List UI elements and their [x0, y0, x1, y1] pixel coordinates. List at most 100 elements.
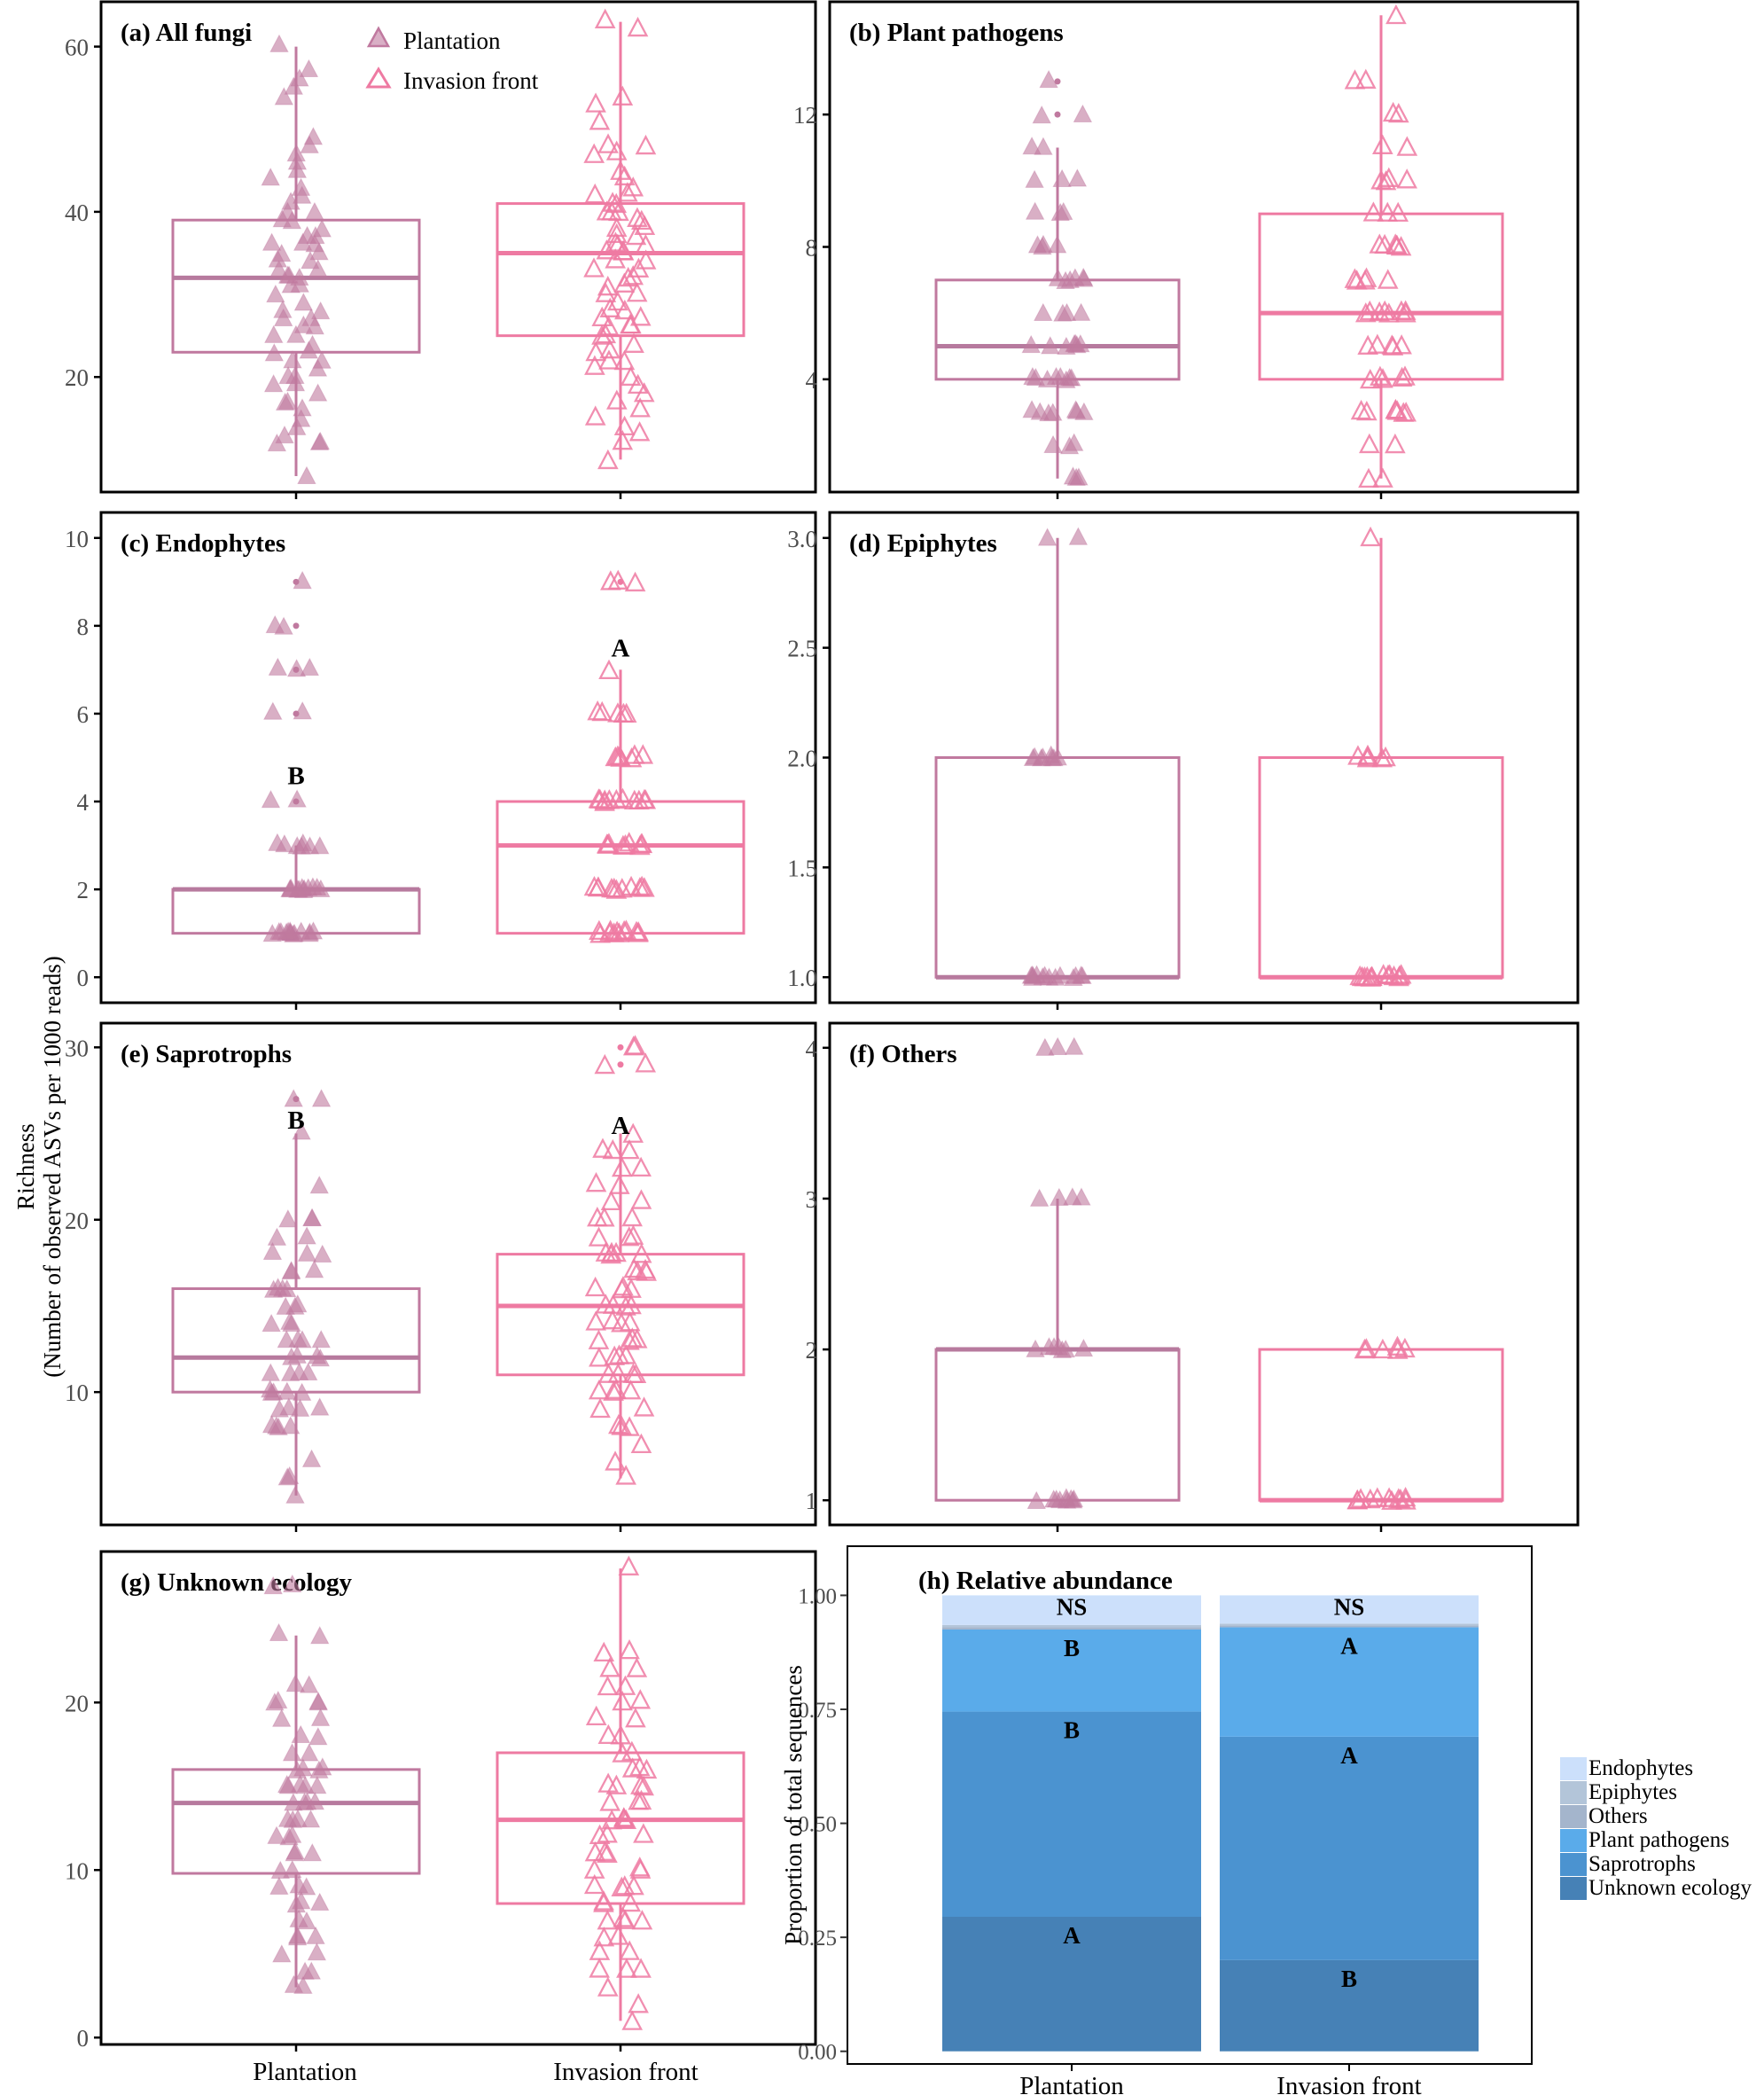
- data-point: [1394, 365, 1416, 386]
- data-point: [616, 1958, 637, 1978]
- data-point: [587, 700, 608, 721]
- data-point: [1358, 467, 1379, 488]
- shared-y-axis-label: Richness (Number of observed ASVs per 10…: [12, 956, 66, 1377]
- data-point: [264, 343, 285, 362]
- data-point: [299, 1675, 319, 1693]
- data-point: [584, 405, 606, 426]
- data-point: [295, 1961, 315, 1980]
- series-invasion-front: A: [496, 1035, 745, 1485]
- data-point: [605, 1450, 626, 1471]
- data-point: [1377, 201, 1399, 222]
- data-point: [1391, 334, 1412, 355]
- data-point: [620, 365, 642, 387]
- data-point: [310, 301, 331, 320]
- y-tick-label: 8: [806, 235, 818, 262]
- panel-h: (h) Relative abundance 0.00 0.25 0.50 0.75 1.…: [780, 1545, 1752, 2095]
- data-point: [284, 1793, 303, 1811]
- data-point: [614, 1909, 636, 1929]
- data-point: [613, 272, 636, 293]
- series-plantation: B: [171, 1089, 421, 1504]
- data-point: [1026, 1490, 1047, 1509]
- data-point: [614, 834, 636, 855]
- data-point: [619, 1638, 640, 1660]
- data-point: [290, 1774, 310, 1793]
- data-point: [1372, 368, 1393, 388]
- series-invasion-front: [1258, 1335, 1504, 1510]
- box: [934, 1348, 1181, 1502]
- data-point: [600, 570, 621, 590]
- data-point: [612, 430, 634, 450]
- bar-segment-plant-pathogens: [942, 1630, 1201, 1712]
- data-point: [621, 1206, 643, 1227]
- series-plantation: [934, 69, 1181, 486]
- data-point: [635, 1052, 657, 1073]
- data-point: [623, 332, 644, 353]
- data-point: [634, 877, 655, 897]
- data-point: [588, 1226, 610, 1247]
- data-point: [605, 1774, 628, 1794]
- data-point: [626, 1657, 648, 1677]
- data-point: [613, 1276, 634, 1296]
- series-invasion-front: [496, 1555, 745, 2030]
- data-point: [310, 1708, 331, 1726]
- series-plantation: [171, 1574, 421, 1994]
- data-point: [277, 1774, 297, 1794]
- data-point: [267, 1227, 287, 1246]
- data-point: [615, 1295, 636, 1316]
- bar-segment-plant-pathogens: [1220, 1627, 1479, 1737]
- data-point: [597, 1976, 619, 1997]
- data-point: [1390, 236, 1412, 256]
- data-point: [1390, 964, 1412, 984]
- panel-title: (c) Endophytes: [121, 529, 285, 558]
- data-point: [301, 1449, 322, 1467]
- data-point: [630, 1189, 652, 1209]
- legend-invasion-marker: [365, 66, 392, 89]
- data-point: [290, 274, 309, 293]
- data-point: [612, 85, 634, 106]
- data-point: [1393, 402, 1415, 422]
- data-point: [1057, 336, 1076, 355]
- panel-title: (g) Unknown ecology: [121, 1568, 353, 1597]
- data-point: [297, 465, 316, 484]
- data-point: [1388, 102, 1409, 123]
- data-point: [599, 339, 621, 359]
- x-tick-label-invasion-front: Invasion front: [1276, 2072, 1422, 2095]
- data-point: [1073, 965, 1092, 984]
- y-tick-label: 3: [806, 1186, 818, 1213]
- data-point: [584, 183, 606, 204]
- data-point: [1370, 365, 1391, 386]
- data-point: [1063, 1187, 1082, 1206]
- y-tick-label: 2.0: [787, 746, 817, 772]
- data-point: [291, 1724, 310, 1743]
- data-point: [1360, 966, 1382, 987]
- panel-b: 4 8 12 (b) Plant pathogens: [793, 0, 1580, 499]
- data-point: [289, 879, 308, 898]
- data-point: [289, 1362, 309, 1380]
- data-point: [285, 1485, 305, 1504]
- data-point: [1037, 528, 1058, 546]
- data-point: [279, 1826, 299, 1846]
- data-point: [269, 1622, 289, 1642]
- data-point: [613, 240, 635, 261]
- data-point: [630, 833, 652, 854]
- data-point: [1396, 168, 1417, 189]
- data-point: [605, 223, 628, 243]
- data-point: [618, 832, 640, 852]
- data-point: [1362, 201, 1385, 222]
- y-tick-label: 8: [77, 614, 90, 640]
- legend-label-epiphytes: Epiphytes: [1588, 1780, 1677, 1804]
- data-point: [613, 165, 636, 186]
- data-point: [1371, 134, 1393, 154]
- data-point: [1032, 105, 1051, 124]
- legend-swatch-unknown-ecology: [1560, 1877, 1587, 1900]
- data-point: [261, 1363, 281, 1381]
- data-point: [588, 788, 610, 809]
- outlier-point: [617, 1061, 624, 1068]
- data-point: [272, 1944, 292, 1963]
- bar-invasion-front: B A A NS: [1220, 1593, 1479, 2052]
- data-point: [624, 571, 646, 592]
- x-tick-label-plantation: Plantation: [253, 2058, 357, 2086]
- data-point: [1043, 434, 1063, 454]
- data-point: [268, 657, 288, 676]
- data-point: [605, 879, 628, 899]
